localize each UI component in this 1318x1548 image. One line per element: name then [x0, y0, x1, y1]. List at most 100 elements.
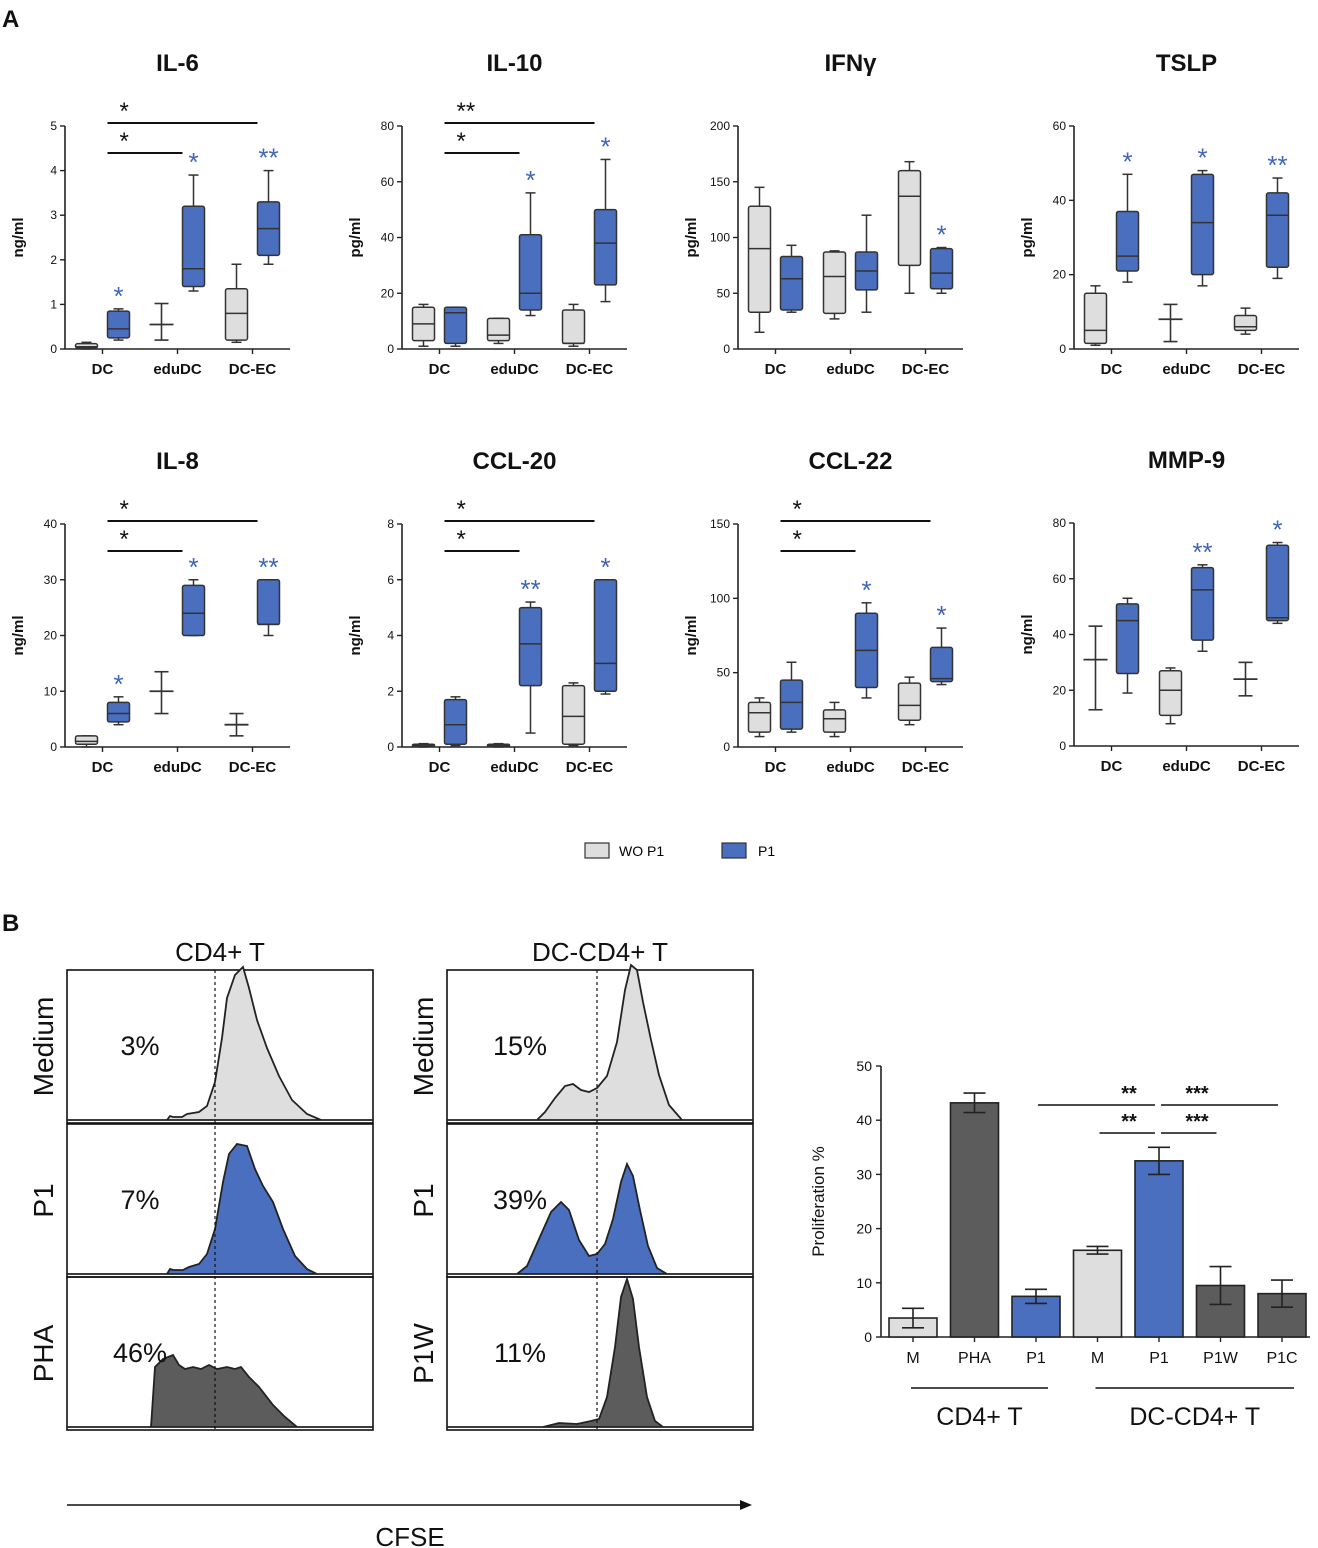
y-tick-label: 20 — [856, 1221, 872, 1237]
y-tick-label: 6 — [387, 573, 394, 587]
y-tick-label: 2 — [387, 684, 394, 698]
significance-star: * — [525, 165, 535, 195]
y-tick-label: 40 — [1053, 628, 1067, 642]
box-p1-box — [929, 646, 954, 683]
y-tick-label: 30 — [856, 1166, 872, 1182]
category-label: DC — [765, 361, 787, 378]
y-tick-label: 0 — [864, 1329, 872, 1345]
box-p1-box — [1115, 210, 1140, 272]
bar-m — [1072, 1249, 1123, 1338]
histogram-row-medium: 3% Medium — [28, 965, 374, 1124]
histogram-title: DC-CD4+ T — [532, 937, 668, 967]
percent-label: 15% — [493, 1031, 547, 1061]
box-p1-box — [181, 205, 206, 288]
y-tick-label: 60 — [1053, 119, 1067, 133]
y-tick-label: 80 — [1053, 516, 1067, 530]
y-tick-label: 10 — [856, 1275, 872, 1291]
percent-label: 3% — [120, 1031, 159, 1061]
histogram-curve — [447, 1276, 753, 1428]
y-tick-label: 40 — [1053, 193, 1067, 207]
category-label: eduDC — [490, 361, 539, 378]
box-wo-p1-box — [822, 251, 847, 315]
category-label: DC-EC — [566, 361, 614, 378]
box-wo-p1-box — [561, 684, 586, 745]
box-p1-box — [779, 679, 804, 730]
category-label: DC — [429, 361, 451, 378]
y-tick-label: 20 — [44, 629, 58, 643]
y-tick-label: 8 — [387, 517, 394, 531]
y-axis-label: ng/ml — [683, 616, 700, 656]
histogram-panel-2: DC-CD4+ T 15% Medium 39% P1 11% P1W — [408, 937, 754, 1431]
category-label: eduDC — [153, 759, 202, 776]
chart-title: MMP-9 — [1148, 447, 1225, 474]
chart-title: CCL-20 — [472, 448, 556, 475]
chart-title: IL-8 — [156, 448, 199, 475]
category-label: DC — [1101, 758, 1123, 775]
significance-star: * — [188, 147, 198, 177]
category-label: M — [1091, 1350, 1104, 1367]
y-tick-label: 1 — [50, 297, 57, 311]
y-tick-label: 0 — [387, 740, 394, 754]
y-tick-label: 100 — [710, 231, 730, 245]
y-tick-label: 0 — [50, 342, 57, 356]
category-label: DC-EC — [902, 361, 950, 378]
category-label: PHA — [958, 1350, 991, 1367]
chart-title: CCL-22 — [808, 448, 892, 475]
y-tick-label: 200 — [710, 119, 730, 133]
legend-swatch-p1 — [721, 842, 747, 859]
bracket-label: * — [120, 98, 129, 125]
histogram-frame — [66, 969, 374, 1124]
panel-label-a: A — [2, 6, 20, 33]
box-p1-box — [1265, 544, 1290, 622]
box-wo-p1-box — [747, 701, 772, 733]
legend: WO P1 P1 — [584, 842, 775, 859]
y-axis-label: Proliferation % — [809, 1146, 828, 1257]
y-axis-label: ng/ml — [1019, 615, 1036, 655]
y-tick-label: 4 — [50, 164, 57, 178]
category-label: eduDC — [1162, 758, 1211, 775]
y-tick-label: 0 — [1059, 342, 1066, 356]
percent-label: 7% — [120, 1185, 159, 1215]
bracket-label: * — [120, 526, 129, 553]
histogram-row-pha: 46% PHA — [28, 1276, 374, 1431]
box-p1-box — [256, 579, 281, 626]
bracket-label: ** — [1121, 1111, 1137, 1133]
box-p1-box — [779, 255, 804, 311]
category-label: DC — [92, 759, 114, 776]
row-label: Medium — [28, 997, 59, 1097]
category-label: DC — [1101, 361, 1123, 378]
y-axis-label: pg/ml — [683, 218, 700, 258]
box-p1-box — [593, 579, 618, 692]
box-wo-p1-box — [74, 735, 99, 745]
category-label: P1 — [1149, 1350, 1169, 1367]
box-p1-box — [181, 584, 206, 637]
legend-swatch-wo-p1 — [584, 842, 610, 859]
box-p1-box — [106, 701, 131, 723]
legend-label-p1: P1 — [758, 843, 775, 859]
histogram-title: CD4+ T — [175, 937, 265, 967]
histogram-curve — [67, 1353, 373, 1428]
box-p1-box — [1190, 566, 1215, 641]
histogram-curve — [67, 965, 373, 1121]
percent-label: 46% — [113, 1338, 167, 1368]
box-p1-box — [518, 606, 543, 687]
y-tick-label: 40 — [381, 231, 395, 245]
category-label: eduDC — [490, 759, 539, 776]
significance-star: * — [113, 669, 123, 699]
category-label: eduDC — [826, 361, 875, 378]
row-label: P1W — [408, 1323, 439, 1384]
box-wo-p1-box — [1083, 292, 1108, 345]
panel-label-b: B — [2, 910, 20, 937]
box-wo-p1-box — [822, 709, 847, 733]
category-label: DC — [429, 759, 451, 776]
box-wo-p1-box — [486, 317, 511, 342]
significance-star: * — [1122, 146, 1132, 176]
y-tick-label: 0 — [387, 342, 394, 356]
chart-title: IL-6 — [156, 50, 199, 77]
y-tick-label: 150 — [710, 517, 730, 531]
box-wo-p1-box — [1233, 314, 1258, 332]
box-p1-box — [1115, 603, 1140, 675]
y-tick-label: 40 — [856, 1112, 872, 1128]
histogram-frame — [66, 1276, 374, 1431]
